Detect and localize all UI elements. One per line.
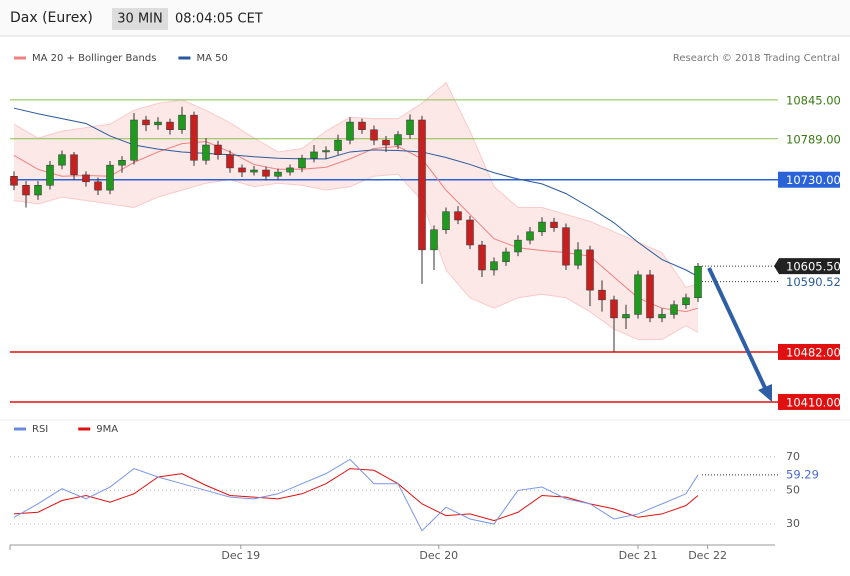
candle-body <box>118 160 126 166</box>
forecast-arrow <box>707 267 768 391</box>
candle-body <box>682 297 690 305</box>
candle-body <box>82 174 90 183</box>
candle-body <box>262 169 270 177</box>
level-box <box>778 393 840 410</box>
last-price-box <box>774 258 840 275</box>
candle-body <box>562 227 570 266</box>
candle-body <box>670 304 678 315</box>
candle-body <box>130 119 138 161</box>
candle-body <box>406 119 414 135</box>
forecast-arrowhead <box>758 384 772 402</box>
time: 08:04:05 CET <box>175 12 263 27</box>
candle-body <box>202 144 210 161</box>
candle-body <box>418 119 426 251</box>
candle-body <box>238 167 246 173</box>
candle-body <box>10 176 18 186</box>
candle-body <box>658 314 666 319</box>
legend-label: MA 20 + Bollinger Bands <box>32 53 156 64</box>
candle-body <box>274 171 282 177</box>
level-label: 10730.00 <box>786 173 841 187</box>
legend-label: MA 50 <box>196 53 227 64</box>
ma50-line <box>13 107 699 278</box>
interval-box <box>112 8 168 30</box>
symbol: Dax (Eurex) <box>10 10 93 26</box>
candle-body <box>442 211 450 230</box>
candle-body <box>310 151 318 159</box>
ma20-line <box>13 141 699 313</box>
candle-body <box>46 164 54 186</box>
candle-body <box>622 314 630 319</box>
candle-body <box>70 154 78 176</box>
candle-body <box>382 139 390 146</box>
candle-body <box>586 249 594 291</box>
candle-body <box>358 121 366 130</box>
rsi-tick-label: 30 <box>786 517 800 530</box>
candle-body <box>598 289 606 301</box>
candle-body <box>346 121 354 141</box>
rsi-ma-line <box>13 468 699 522</box>
candle-body <box>514 239 522 253</box>
candle-body <box>430 229 438 251</box>
candle-body <box>214 144 222 155</box>
rsi-last-label: 59.29 <box>786 467 819 481</box>
x-tick-label: Dec 22 <box>688 549 727 562</box>
candle-body <box>34 185 42 196</box>
level-label: 10410.00 <box>786 395 841 409</box>
candle-body <box>250 169 258 173</box>
credit: Research © 2018 Trading Central <box>673 53 840 64</box>
candle-body <box>166 121 174 130</box>
candle-body <box>538 221 546 233</box>
upper-band <box>13 81 699 288</box>
candle-body <box>490 261 498 271</box>
rsi-tick-label: 70 <box>786 450 800 463</box>
bollinger-fill <box>14 82 698 340</box>
candle-body <box>154 121 162 126</box>
candle-body <box>370 129 378 141</box>
candle-body <box>334 139 342 151</box>
candle-body <box>394 134 402 146</box>
level-label: 10845.00 <box>786 93 841 107</box>
candle-body <box>286 167 294 173</box>
candle-body <box>502 251 510 262</box>
level-box <box>778 171 840 188</box>
candle-body <box>466 219 474 246</box>
candle-body <box>322 150 330 153</box>
candle-body <box>22 185 30 196</box>
level-box <box>778 343 840 360</box>
candle-body <box>574 249 582 266</box>
candle-body <box>226 154 234 169</box>
candle-body <box>178 114 186 130</box>
interval: 30 MIN <box>117 12 162 27</box>
legend-label: RSI <box>32 424 48 435</box>
candle-body <box>478 244 486 271</box>
rsi-tick-label: 50 <box>786 483 800 496</box>
candle-body <box>694 265 702 299</box>
level-label: 10789.00 <box>786 132 841 146</box>
x-tick-label: Dec 19 <box>221 549 260 562</box>
level-label: 10482.00 <box>786 345 841 359</box>
candle-body <box>646 274 654 319</box>
legend-label: 9MA <box>96 424 118 435</box>
lower-band <box>13 173 699 340</box>
candle-body <box>550 221 558 228</box>
ma50-last-label: 10590.52 <box>786 275 841 289</box>
candle-body <box>106 164 114 191</box>
candle-body <box>298 157 306 169</box>
candle-body <box>634 274 642 315</box>
candle-body <box>58 154 66 166</box>
candle-body <box>142 119 150 126</box>
candle-body <box>454 211 462 221</box>
x-tick-label: Dec 21 <box>619 549 658 562</box>
last-price-label: 10605.50 <box>786 260 841 274</box>
x-tick-label: Dec 20 <box>419 549 458 562</box>
candle-body <box>94 181 102 191</box>
rsi-line <box>13 458 699 532</box>
candle-body <box>190 114 198 161</box>
candle-body <box>526 231 534 241</box>
candle-body <box>610 299 618 319</box>
